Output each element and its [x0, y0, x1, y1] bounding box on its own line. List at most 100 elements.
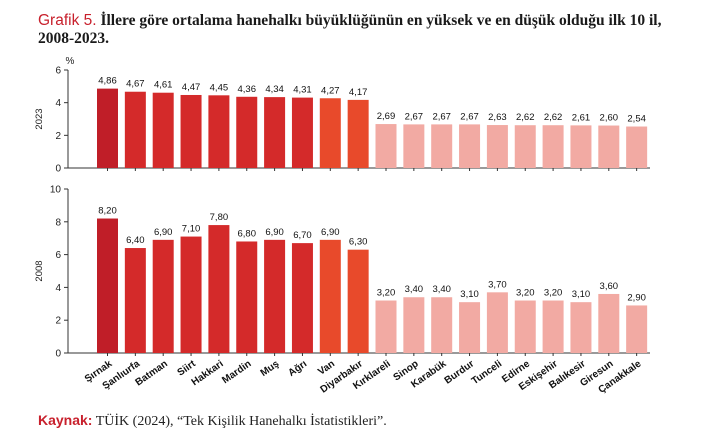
bar-1	[97, 88, 118, 168]
bar-20	[626, 305, 648, 353]
chart-title: Grafik 5. İllere göre ortalama hanehalkı…	[38, 12, 698, 48]
bar-13	[431, 297, 453, 353]
data-label: 6,40	[126, 235, 145, 246]
bar-3	[152, 239, 174, 353]
bar-10	[347, 249, 369, 353]
y-tick-label: 6	[55, 66, 61, 77]
data-label: 4,17	[349, 87, 368, 98]
y-tick-label: 6	[55, 250, 61, 261]
bar-16	[514, 125, 536, 168]
title-text: İllere göre ortalama hanehalkı büyüklüğü…	[38, 12, 662, 47]
y-axis-label: 2023	[34, 108, 45, 129]
data-label: 3,10	[460, 289, 479, 300]
category-label: Batman	[134, 358, 170, 388]
bar-13	[431, 124, 453, 168]
bar-11	[375, 124, 397, 168]
bar-15	[486, 292, 508, 353]
bar-8	[291, 243, 313, 353]
bar-20	[626, 126, 648, 168]
source-text: TÜİK (2024), “Tek Kişilik Hanehalkı İsta…	[95, 414, 387, 429]
y-tick-label: 8	[55, 217, 61, 228]
bar-5	[208, 95, 230, 168]
data-label: 6,70	[293, 230, 312, 241]
data-label: 2,67	[405, 111, 424, 122]
y-tick-label: 2	[55, 316, 61, 327]
category-label: Muş	[259, 358, 282, 379]
title-label: Grafik 5.	[38, 12, 97, 29]
data-label: 3,60	[600, 281, 619, 292]
y-tick-label: 10	[50, 185, 62, 196]
data-label: 4,36	[238, 84, 257, 95]
data-label: 3,40	[432, 284, 451, 295]
data-label: 3,20	[516, 288, 535, 299]
data-label: 3,70	[488, 279, 507, 290]
bar-4	[180, 94, 202, 168]
data-label: 4,86	[98, 76, 117, 87]
bar-5	[208, 225, 230, 353]
y-tick-label: 4	[55, 283, 61, 294]
bar-19	[598, 125, 620, 168]
bar-9	[319, 239, 341, 353]
data-label: 6,80	[238, 228, 257, 239]
y-tick-label: 0	[55, 164, 61, 175]
data-label: 2,62	[544, 112, 563, 123]
bar-4	[180, 236, 202, 353]
data-label: 4,31	[293, 85, 312, 96]
bar-10	[347, 99, 369, 168]
bar-17	[542, 300, 564, 353]
data-label: 3,20	[377, 288, 396, 299]
y-tick-label: 0	[55, 349, 61, 360]
category-label: Tunceli	[470, 358, 505, 387]
bar-3	[152, 92, 174, 168]
bar-1	[97, 218, 118, 353]
data-label: 2,67	[460, 111, 479, 122]
y-tick-label: 4	[55, 98, 61, 109]
bar-18	[570, 302, 592, 353]
bar-18	[570, 125, 592, 168]
bar-12	[403, 124, 425, 168]
bar-9	[319, 98, 341, 168]
y-tick-label: 2	[55, 131, 61, 142]
y-unit-label: %	[66, 56, 75, 67]
bar-11	[375, 300, 397, 353]
data-label: 4,47	[182, 82, 201, 93]
data-label: 4,61	[154, 80, 173, 91]
data-label: 2,67	[432, 111, 451, 122]
data-label: 2,54	[627, 114, 646, 125]
data-label: 6,90	[265, 227, 284, 238]
bar-8	[291, 97, 313, 168]
data-label: 6,90	[154, 227, 173, 238]
data-label: 3,40	[405, 284, 424, 295]
bar-14	[459, 302, 481, 353]
data-label: 4,45	[210, 82, 229, 93]
category-label: Mardin	[220, 358, 253, 386]
data-label: 2,62	[516, 112, 535, 123]
bar-17	[542, 125, 564, 168]
data-label: 2,60	[600, 113, 619, 124]
bar-7	[264, 239, 286, 353]
bar-12	[403, 297, 425, 353]
bar-15	[486, 125, 508, 168]
source-note: Kaynak: TÜİK (2024), “Tek Kişilik Haneha…	[38, 412, 387, 430]
y-axis-label: 2008	[34, 260, 45, 281]
bar-6	[236, 96, 258, 168]
source-label: Kaynak:	[38, 412, 93, 428]
data-label: 4,27	[321, 85, 340, 96]
bar-14	[459, 124, 481, 168]
data-label: 4,34	[265, 84, 284, 95]
data-label: 2,69	[377, 111, 396, 122]
data-label: 2,61	[572, 112, 591, 123]
data-label: 8,20	[98, 206, 117, 217]
category-label: Hakkari	[190, 358, 226, 388]
bar-2	[124, 248, 146, 353]
data-label: 7,80	[210, 212, 229, 223]
data-label: 2,90	[627, 292, 646, 303]
bar-19	[598, 293, 620, 353]
data-label: 2,63	[488, 112, 507, 123]
data-label: 7,10	[182, 224, 201, 235]
bar-16	[514, 300, 536, 353]
data-label: 3,10	[572, 289, 591, 300]
bar-6	[236, 241, 258, 353]
bar-2	[124, 91, 146, 168]
